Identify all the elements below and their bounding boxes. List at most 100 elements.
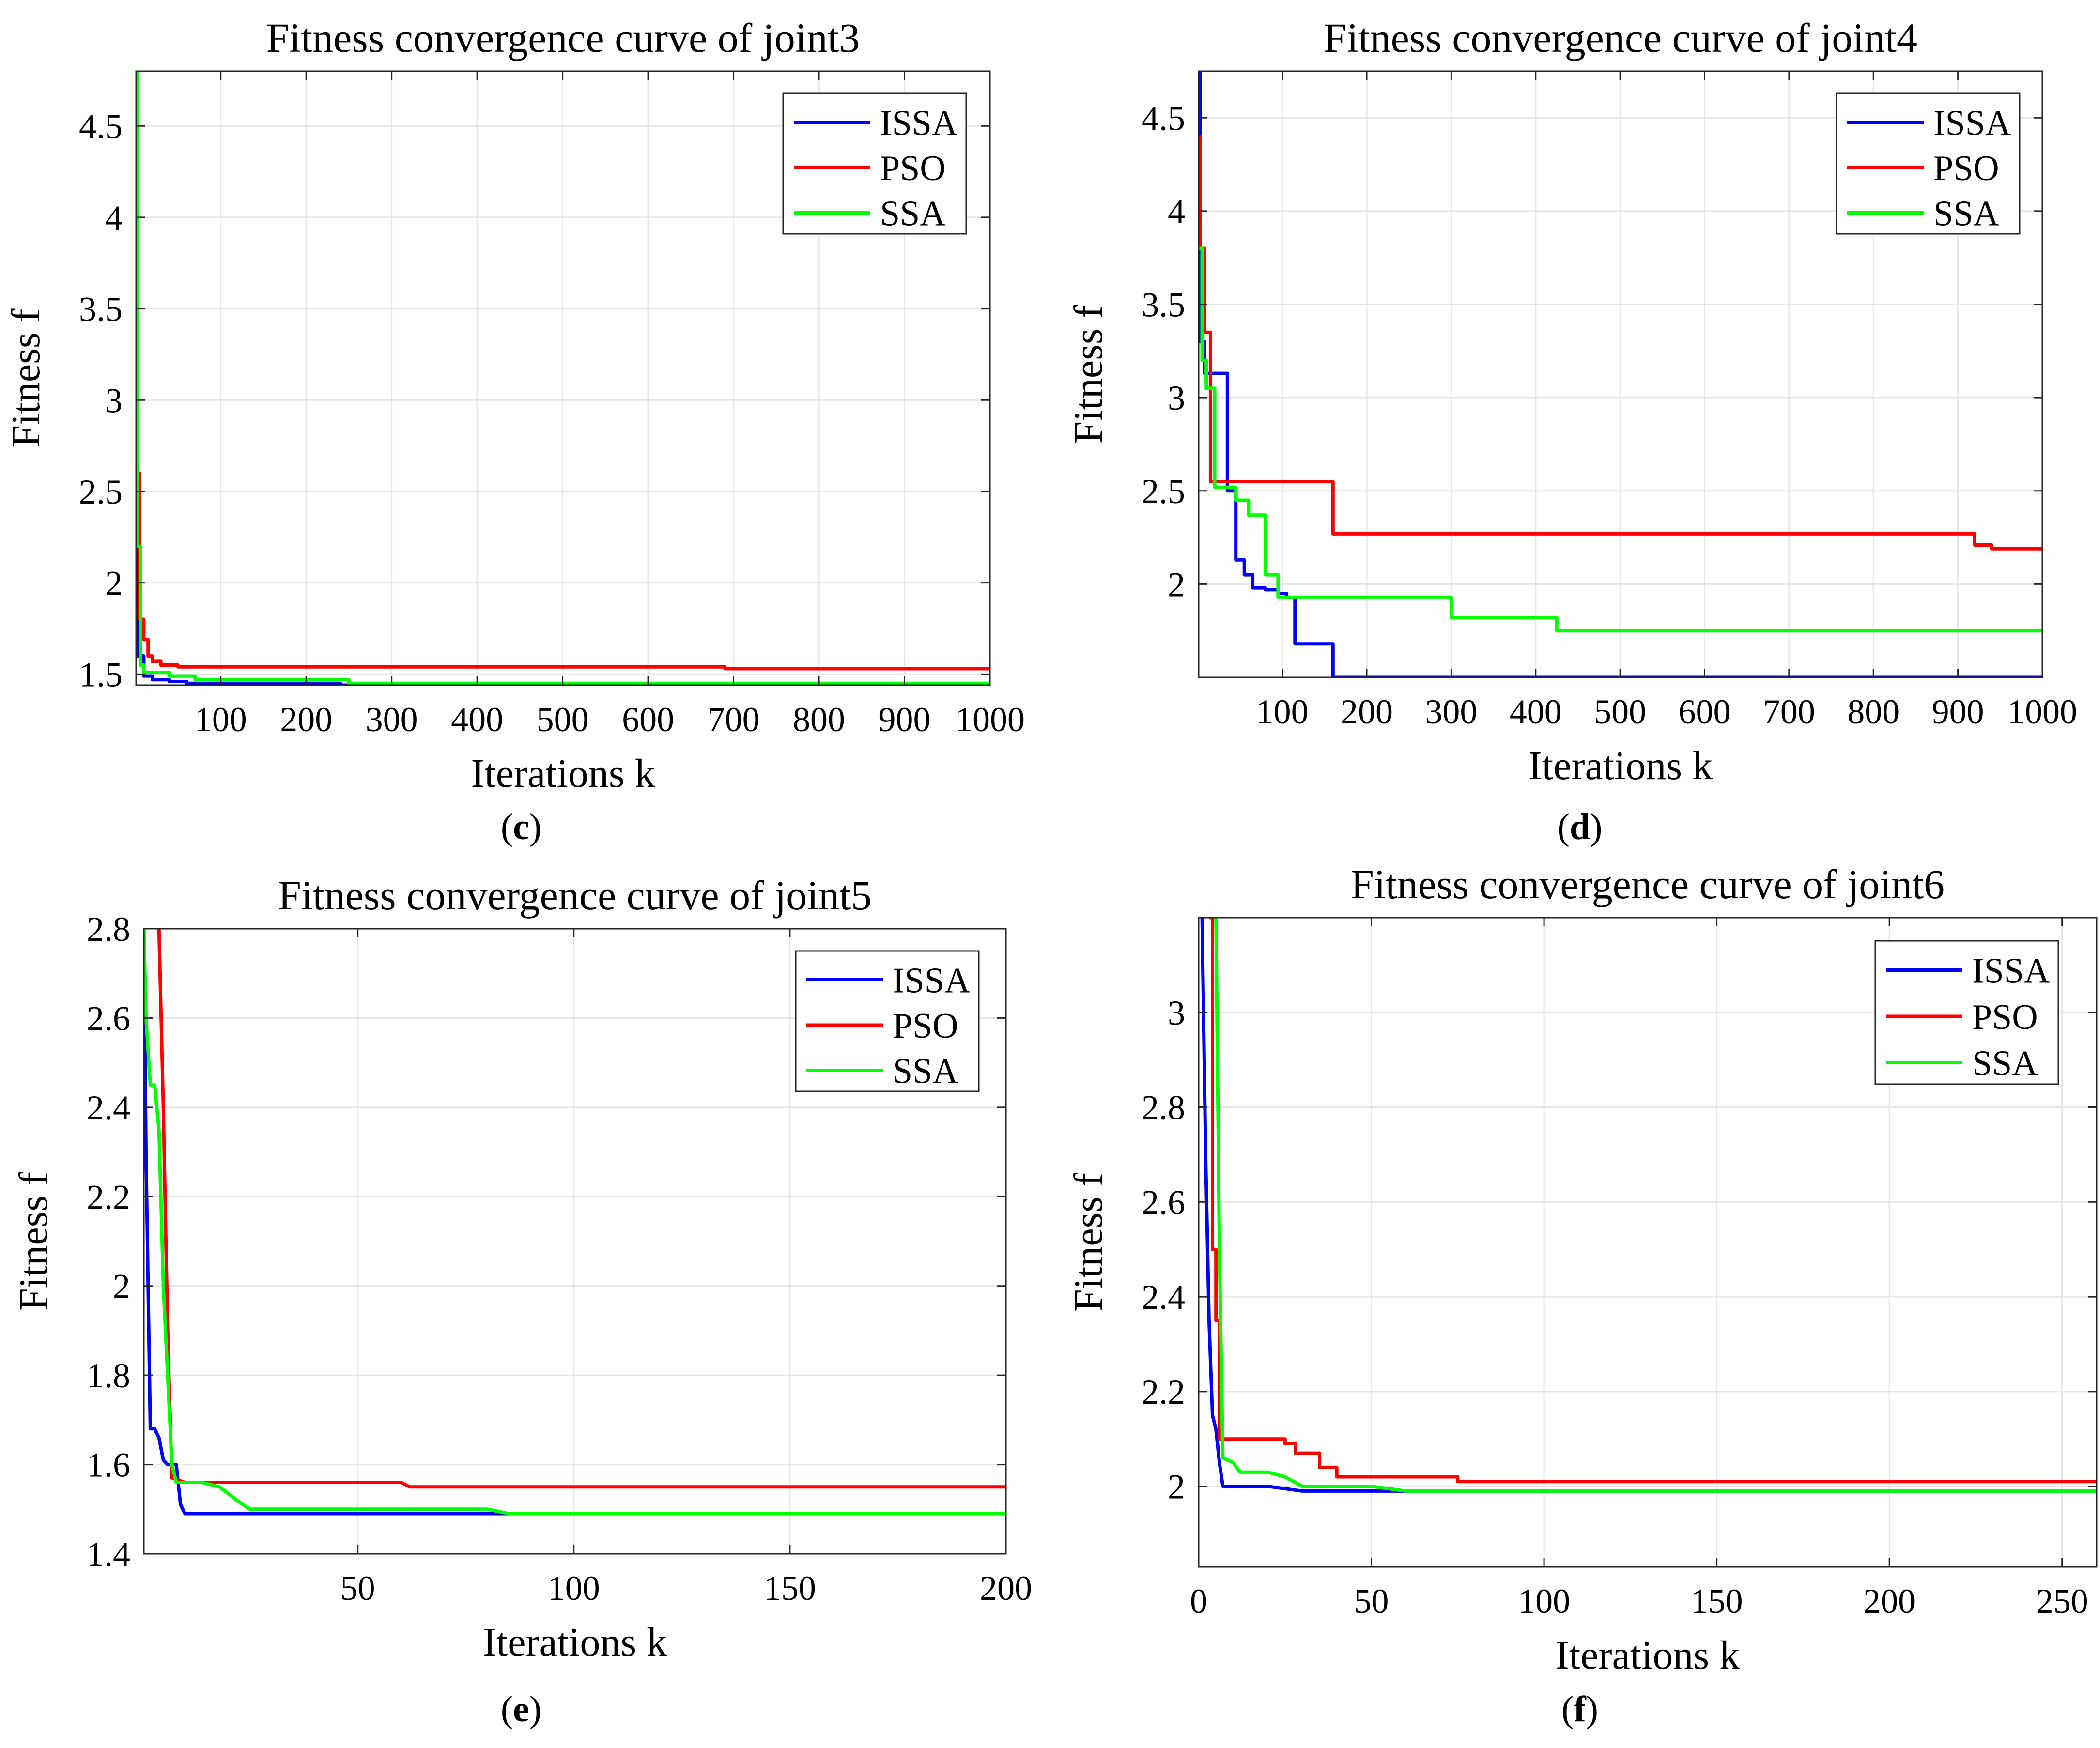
panel-label-c: (c) xyxy=(500,807,542,847)
chart-0: 100 200 300 400 500 600 700 800 900 1000 1.5 2 2.5 3 3… xyxy=(3,15,1025,796)
y-axis-label: Fitness f xyxy=(11,1172,56,1311)
y-tick-label: 1.8 xyxy=(87,1356,130,1395)
series-line-issa xyxy=(1200,918,2097,1493)
x-tick-label: 200 xyxy=(1341,692,1393,731)
legend-label-ssa: SSA xyxy=(880,194,946,234)
x-tick-label: 800 xyxy=(793,700,845,739)
y-tick-label: 2.5 xyxy=(1142,472,1185,511)
series-line-ssa xyxy=(1199,246,2042,633)
y-tick-label: 2.8 xyxy=(87,910,130,949)
y-tick-label: 2.2 xyxy=(87,1178,130,1216)
x-tick-label: 50 xyxy=(340,1569,375,1608)
legend-label-pso: PSO xyxy=(893,1006,958,1046)
x-tick-label: 150 xyxy=(764,1569,816,1608)
y-tick-label: 3.5 xyxy=(79,290,123,329)
x-tick-label: 500 xyxy=(1594,692,1646,731)
panel-label-d: (d) xyxy=(1557,807,1603,847)
chart-title: Fitness convergence curve of joint4 xyxy=(1324,15,1917,61)
legend-label-issa: ISSA xyxy=(1972,951,2050,991)
x-tick-label: 300 xyxy=(366,700,418,739)
y-tick-label: 4.5 xyxy=(1142,99,1185,138)
chart-title: Fitness convergence curve of joint6 xyxy=(1351,861,1945,907)
axes-box xyxy=(143,928,1007,1555)
y-axis-label: Fitness f xyxy=(3,308,48,447)
x-tick-label: 250 xyxy=(2036,1582,2088,1621)
x-tick-label: 50 xyxy=(1354,1582,1389,1621)
legend-box xyxy=(1836,92,2021,235)
chart-title: Fitness convergence curve of joint5 xyxy=(278,872,872,919)
x-tick-label: 700 xyxy=(708,700,760,739)
y-axis-label: Fitness f xyxy=(1066,1173,1111,1312)
legend: ISSA PSO SSA xyxy=(795,950,980,1092)
x-tick-label: 600 xyxy=(622,700,674,739)
y-tick-label: 2 xyxy=(105,564,123,603)
x-axis-label: Iterations k xyxy=(1556,1633,1740,1678)
x-tick-label: 100 xyxy=(548,1569,600,1608)
legend-label-issa: ISSA xyxy=(880,103,957,143)
x-tick-label: 400 xyxy=(451,700,503,739)
y-tick-label: 1.4 xyxy=(87,1535,130,1574)
legend-label-pso: PSO xyxy=(880,149,946,188)
legend-label-issa: ISSA xyxy=(1933,103,2011,143)
x-tick-label: 200 xyxy=(1863,1582,1915,1621)
legend-box xyxy=(782,92,967,235)
y-tick-label: 2.8 xyxy=(1142,1089,1185,1127)
y-tick-label: 3 xyxy=(105,381,123,420)
x-tick-label: 200 xyxy=(280,700,332,739)
y-tick-label: 3 xyxy=(1168,994,1185,1032)
series-group xyxy=(136,71,990,685)
series-group xyxy=(144,929,1006,1516)
legend: ISSA PSO SSA xyxy=(1874,940,2059,1085)
chart-title: Fitness convergence curve of joint3 xyxy=(266,15,860,61)
legend-label-ssa: SSA xyxy=(1933,194,1999,234)
y-tick-label: 3.5 xyxy=(1142,286,1185,324)
x-tick-label: 900 xyxy=(879,700,931,739)
x-tick-label: 200 xyxy=(980,1569,1032,1608)
x-tick-label: 150 xyxy=(1691,1582,1743,1621)
axes-box xyxy=(1198,917,2098,1568)
series-group xyxy=(1200,918,2097,1493)
series-line-ssa xyxy=(1214,918,2097,1493)
legend-label-issa: ISSA xyxy=(893,961,970,1000)
x-axis-label: Iterations k xyxy=(483,1620,667,1665)
panel-label-f: (f) xyxy=(1561,1689,1598,1730)
x-tick-label: 700 xyxy=(1763,692,1815,731)
legend-box xyxy=(795,950,980,1092)
chart-1: 100 200 300 400 500 600 700 800 900 1000 2 2.5 3 3.5 4… xyxy=(1066,15,2077,788)
y-tick-label: 2.4 xyxy=(87,1089,130,1127)
x-tick-label: 0 xyxy=(1190,1582,1207,1621)
x-axis-label: Iterations k xyxy=(1529,743,1713,788)
y-tick-label: 2.2 xyxy=(1142,1373,1185,1411)
legend-box xyxy=(1874,940,2059,1085)
x-tick-label: 400 xyxy=(1510,692,1562,731)
y-tick-label: 4.5 xyxy=(79,107,123,146)
legend-label-ssa: SSA xyxy=(893,1052,958,1091)
y-tick-label: 1.5 xyxy=(79,655,123,694)
y-tick-label: 2.6 xyxy=(1142,1183,1185,1222)
legend: ISSA PSO SSA xyxy=(782,92,967,235)
y-tick-label: 2.6 xyxy=(87,999,130,1038)
series-line-pso xyxy=(157,929,1006,1489)
x-tick-label: 100 xyxy=(1518,1582,1570,1621)
chart-3: 0 50 100 150 200 250 2 2.2 2.4 2.6 2.8 3 Fitness con… xyxy=(1066,861,2098,1678)
series-line-ssa xyxy=(136,71,990,685)
x-tick-label: 800 xyxy=(1847,692,1899,731)
x-tick-label: 1000 xyxy=(2007,692,2077,731)
legend-label-ssa: SSA xyxy=(1972,1043,2038,1083)
y-tick-label: 2 xyxy=(1168,1468,1185,1506)
x-tick-label: 100 xyxy=(195,700,247,739)
legend-label-pso: PSO xyxy=(1933,149,1999,188)
y-axis-label: Fitness f xyxy=(1066,305,1111,444)
y-tick-label: 4 xyxy=(1168,192,1185,231)
y-tick-label: 1.6 xyxy=(87,1446,130,1485)
y-tick-label: 4 xyxy=(105,199,123,237)
y-tick-label: 2 xyxy=(113,1267,130,1306)
legend: ISSA PSO SSA xyxy=(1836,92,2021,235)
chart-2: 50 100 150 200 1.4 1.6 1.8 2 2.2 2.4 2.6 2.8 Fitness… xyxy=(11,872,1032,1665)
series-line-issa xyxy=(144,929,1006,1516)
x-tick-label: 1000 xyxy=(955,700,1025,739)
x-tick-label: 300 xyxy=(1425,692,1477,731)
x-tick-label: 600 xyxy=(1679,692,1731,731)
